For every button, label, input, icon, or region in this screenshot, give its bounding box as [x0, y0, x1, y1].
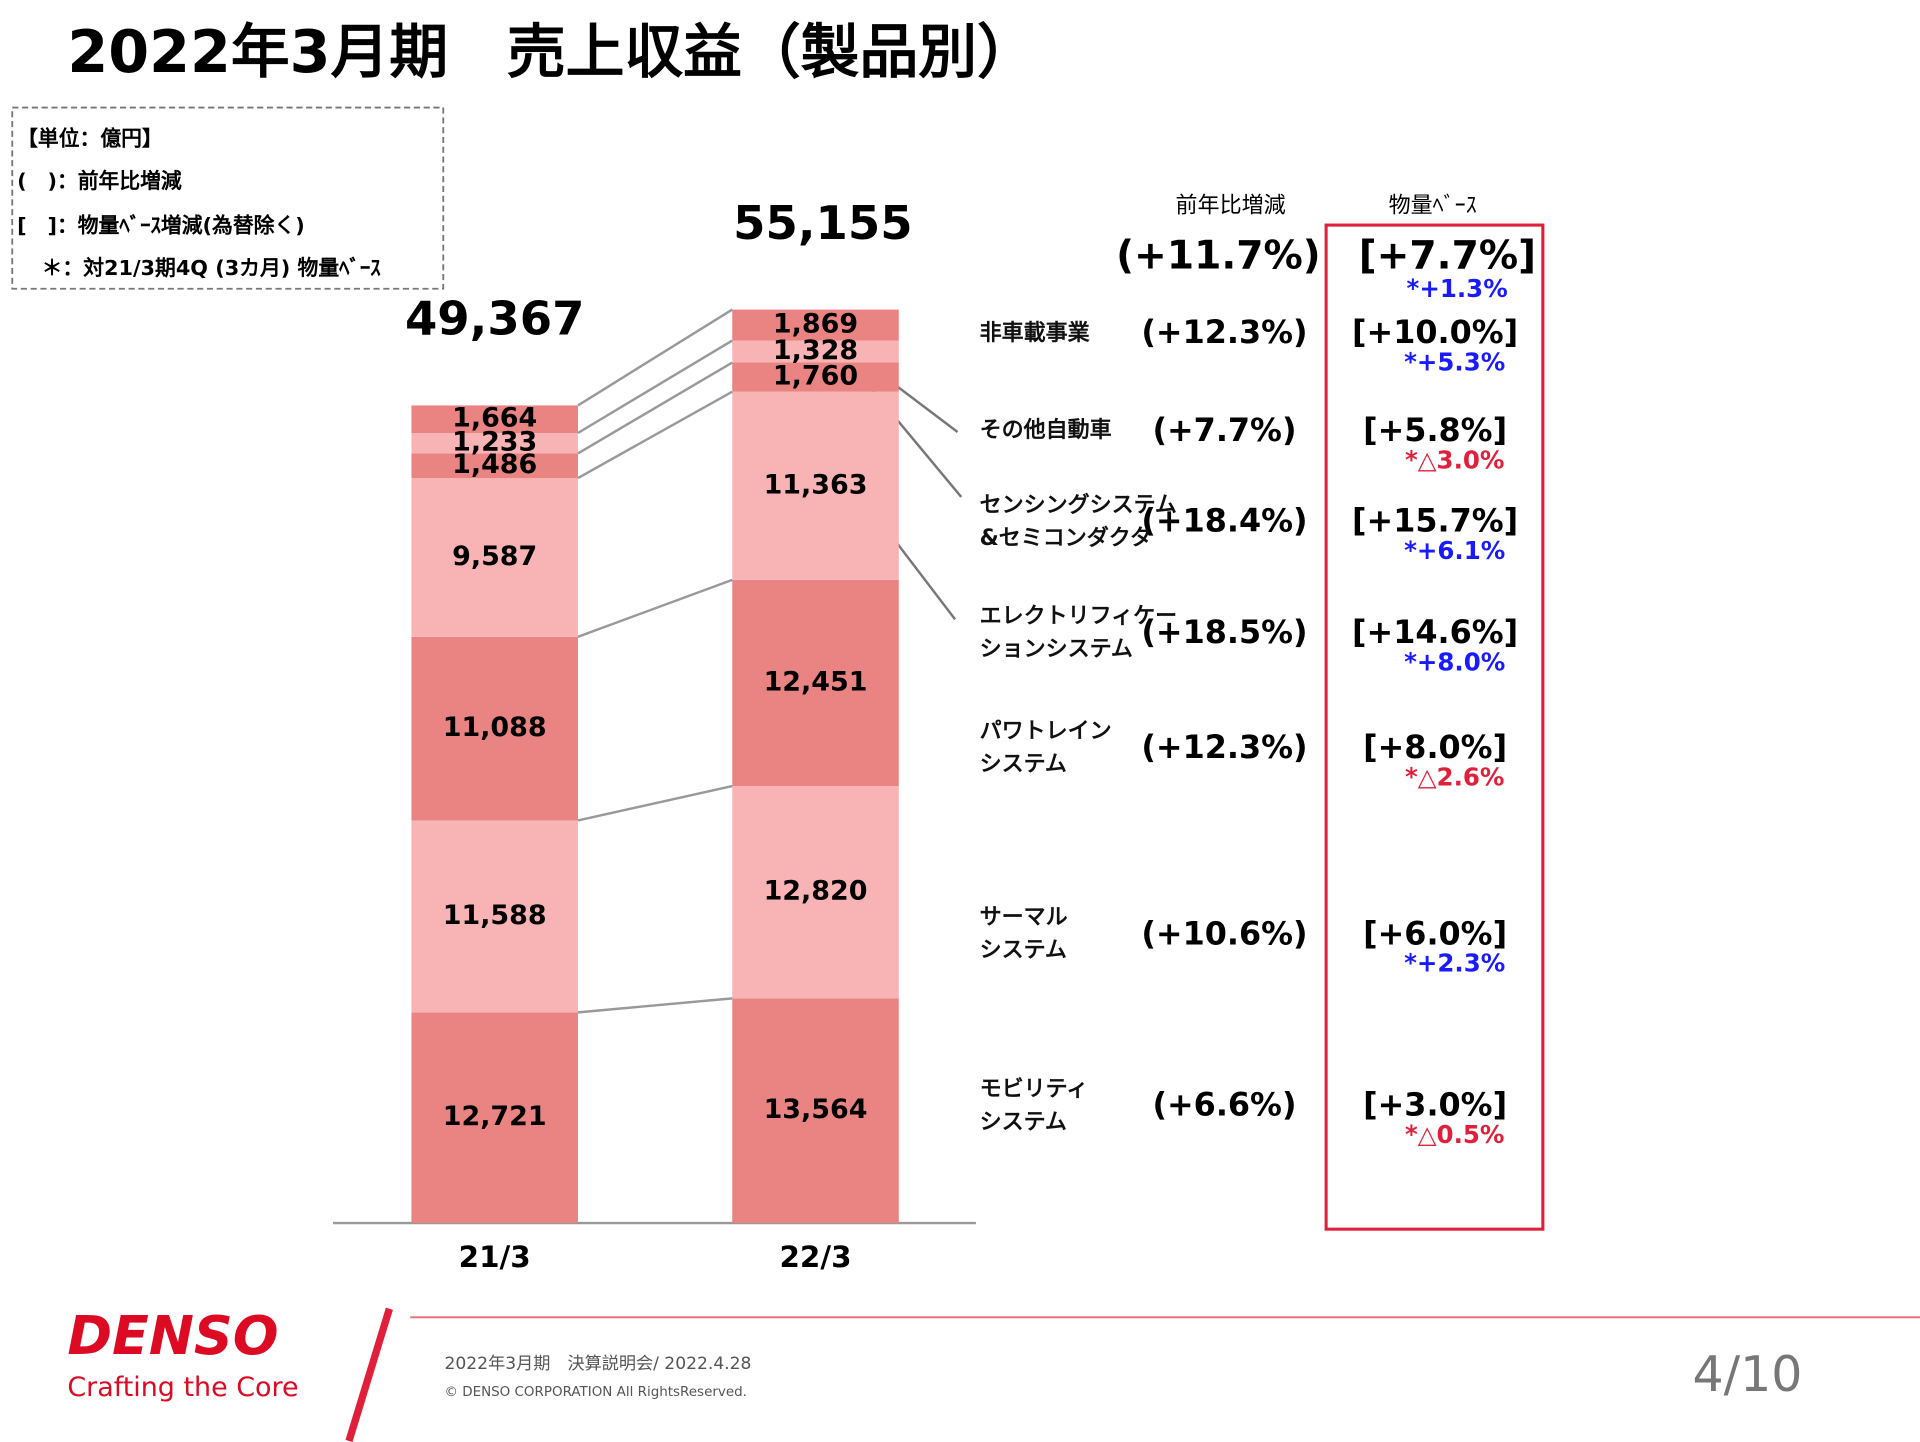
value-label: 9,587 [452, 541, 537, 572]
tagline: Crafting the Core [67, 1372, 298, 1403]
bar-segment [411, 432, 578, 454]
q4: *△0.5% [1405, 1120, 1504, 1149]
yoy: (+6.6%) [1152, 1086, 1296, 1124]
yoy: (+18.4%) [1141, 502, 1307, 540]
total-label: 55,155 [733, 196, 913, 250]
q4: *+2.3% [1404, 949, 1505, 978]
yoy: (+18.5%) [1141, 613, 1307, 651]
volume: [+3.0%] [1363, 1086, 1507, 1124]
logo: DENSO [67, 1304, 278, 1367]
yoy: (+10.6%) [1141, 914, 1307, 952]
value-label: 12,721 [443, 1101, 547, 1132]
x-tick-label: 21/3 [459, 1240, 531, 1274]
series-name: モビリティ システム [979, 1076, 1089, 1135]
title: 2022年3月期 売上収益（製品別） [67, 17, 1035, 86]
column-header: 前年比増減 [1176, 194, 1286, 219]
total-label: 49,367 [405, 292, 585, 346]
note: [ ]：物量ﾍﾞｰｽ増減(為替除く) [17, 213, 305, 237]
value-label: 13,564 [764, 1094, 868, 1125]
volume: [+5.8%] [1363, 411, 1507, 449]
notes-box [11, 106, 445, 290]
value-label: 12,451 [764, 666, 868, 697]
q4: *+6.1% [1404, 536, 1505, 565]
q4: *+8.0% [1404, 647, 1505, 676]
bar-segment [411, 820, 578, 1013]
series-name: サーマル システム [979, 905, 1068, 964]
value-label: 11,088 [443, 712, 547, 743]
bar-segment [411, 1012, 578, 1224]
yoy: (+7.7%) [1152, 411, 1296, 449]
value-label: 1,664 [452, 403, 537, 434]
series-name: センシングシステム &セミコンダクタ [979, 492, 1177, 551]
value-label: 12,820 [764, 876, 868, 907]
connector [577, 308, 733, 407]
series-name: その他自動車 [979, 418, 1112, 444]
bar-segment [411, 453, 578, 479]
footer-slash [345, 1307, 393, 1442]
series-name: エレクトリフィケー ションシステム [979, 604, 1178, 662]
x-tick-label: 22/3 [779, 1240, 851, 1274]
volume: [+14.6%] [1352, 613, 1518, 651]
volume: [+10.0%] [1352, 313, 1518, 351]
note: ＊：対21/3期4Q (3カ月) 物量ﾍﾞｰｽ [42, 256, 382, 280]
bar-segment [732, 786, 899, 999]
yoy: (+12.3%) [1141, 313, 1307, 351]
highlight-box [1324, 223, 1545, 1231]
total-q4: *+1.3% [1407, 274, 1508, 303]
value-label: 1,869 [773, 309, 858, 340]
connector [577, 784, 733, 822]
connector [577, 390, 733, 480]
connector [577, 339, 733, 435]
connector [577, 361, 733, 455]
bar-segment [732, 998, 899, 1224]
copyright: © DENSO CORPORATION All RightsReserved. [444, 1385, 746, 1400]
bar-segment [732, 340, 899, 363]
value-label: 1,233 [452, 427, 537, 458]
total-volume: [+7.7%] [1359, 234, 1536, 279]
volume: [+15.7%] [1352, 502, 1518, 540]
bar-segment [732, 391, 899, 580]
q4: *+5.3% [1404, 347, 1505, 376]
column-header: 物量ﾍﾞｰｽ [1389, 194, 1477, 219]
bar-segment [411, 405, 578, 433]
volume: [+8.0%] [1363, 728, 1507, 766]
connector [577, 578, 733, 638]
value-label: 11,363 [764, 469, 868, 500]
page-number: 4/10 [1692, 1346, 1802, 1403]
yoy: (+12.3%) [1141, 728, 1307, 766]
note: ( )：前年比増減 [17, 169, 182, 193]
bar-segment [732, 309, 899, 341]
volume: [+6.0%] [1363, 914, 1507, 952]
note: 【単位：億円】 [17, 126, 163, 150]
series-name: パワトレイン システム [979, 719, 1112, 778]
bar-segment [732, 579, 899, 787]
bar-segment [411, 636, 578, 821]
value-label: 1,328 [773, 335, 858, 366]
total-yoy: (+11.7%) [1116, 234, 1321, 279]
q4: *△2.6% [1405, 763, 1504, 792]
value-label: 11,588 [443, 900, 547, 931]
event: 2022年3月期 決算説明会/ 2022.4.28 [444, 1354, 751, 1374]
value-label: 1,760 [773, 361, 858, 392]
connector [577, 997, 733, 1014]
q4: *△3.0% [1405, 445, 1504, 474]
bar-segment [732, 362, 899, 392]
series-name: 非車載事業 [979, 320, 1090, 346]
bar-segment [411, 478, 578, 637]
value-label: 1,486 [452, 449, 537, 480]
